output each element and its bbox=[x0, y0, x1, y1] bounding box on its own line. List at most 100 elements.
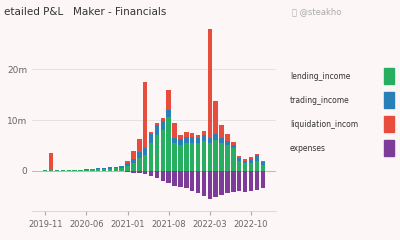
Bar bbox=[114, 167, 118, 168]
Bar bbox=[161, 121, 165, 130]
Bar bbox=[214, 101, 218, 134]
Bar bbox=[137, 139, 142, 152]
Text: trading_income: trading_income bbox=[290, 96, 350, 105]
Bar bbox=[172, 143, 177, 171]
Bar bbox=[196, 138, 200, 143]
Bar bbox=[190, 171, 194, 191]
Bar bbox=[219, 143, 224, 171]
Bar bbox=[108, 169, 112, 171]
Bar bbox=[231, 142, 236, 145]
Bar bbox=[249, 159, 253, 163]
Text: expenses: expenses bbox=[290, 144, 326, 153]
Bar bbox=[149, 134, 153, 143]
Bar bbox=[131, 151, 136, 159]
Bar bbox=[225, 171, 230, 193]
Bar bbox=[125, 161, 130, 163]
Bar bbox=[155, 171, 159, 178]
Bar bbox=[96, 168, 100, 169]
Bar bbox=[143, 148, 147, 156]
Bar bbox=[131, 159, 136, 163]
Bar bbox=[96, 169, 100, 171]
Bar bbox=[243, 161, 247, 163]
Text: liquidation_incom: liquidation_incom bbox=[290, 120, 358, 129]
Bar bbox=[178, 145, 183, 171]
Bar bbox=[202, 141, 206, 171]
Text: lending_income: lending_income bbox=[290, 72, 350, 81]
Bar bbox=[108, 167, 112, 169]
Bar bbox=[208, 143, 212, 171]
Bar bbox=[225, 141, 230, 145]
Bar bbox=[78, 170, 83, 171]
Bar bbox=[166, 90, 171, 110]
Bar bbox=[166, 110, 171, 117]
Bar bbox=[72, 170, 77, 171]
Bar bbox=[249, 157, 253, 159]
Bar bbox=[219, 138, 224, 143]
Bar bbox=[149, 143, 153, 171]
Bar bbox=[237, 171, 242, 191]
Bar bbox=[243, 159, 247, 161]
Bar bbox=[178, 135, 183, 139]
Bar bbox=[166, 171, 171, 183]
Bar bbox=[202, 171, 206, 196]
Bar bbox=[66, 170, 71, 171]
Bar bbox=[190, 143, 194, 171]
Bar bbox=[149, 171, 153, 176]
Bar bbox=[255, 155, 259, 156]
Bar bbox=[43, 170, 48, 171]
Bar bbox=[172, 138, 177, 143]
Bar bbox=[249, 171, 253, 191]
Bar bbox=[237, 158, 242, 161]
Bar bbox=[219, 125, 224, 138]
Bar bbox=[131, 163, 136, 171]
Bar bbox=[161, 171, 165, 181]
Bar bbox=[149, 132, 153, 134]
Bar bbox=[196, 143, 200, 171]
Bar bbox=[184, 171, 188, 188]
Bar bbox=[120, 166, 124, 168]
Bar bbox=[114, 168, 118, 171]
Bar bbox=[260, 162, 265, 165]
Bar bbox=[161, 119, 165, 121]
Bar bbox=[202, 135, 206, 141]
Bar bbox=[260, 165, 265, 171]
Bar bbox=[237, 161, 242, 171]
Bar bbox=[102, 168, 106, 169]
Bar bbox=[208, 171, 212, 198]
Bar bbox=[90, 169, 94, 171]
Bar bbox=[49, 153, 53, 170]
Bar bbox=[208, 6, 212, 138]
Bar bbox=[55, 170, 59, 171]
Bar bbox=[178, 171, 183, 187]
Bar bbox=[225, 134, 230, 141]
Bar bbox=[202, 131, 206, 135]
Bar bbox=[231, 171, 236, 192]
Bar bbox=[155, 123, 159, 125]
Bar bbox=[125, 166, 130, 171]
Bar bbox=[255, 161, 259, 171]
Bar bbox=[231, 148, 236, 171]
Bar bbox=[143, 82, 147, 148]
Bar bbox=[61, 170, 65, 171]
Bar bbox=[84, 170, 89, 171]
Bar bbox=[125, 171, 130, 172]
Bar bbox=[260, 161, 265, 162]
Text: etailed P&L   Maker - Financials: etailed P&L Maker - Financials bbox=[4, 7, 166, 17]
Bar bbox=[49, 170, 53, 171]
Bar bbox=[237, 156, 242, 158]
Bar bbox=[190, 137, 194, 143]
Bar bbox=[172, 123, 177, 138]
Bar bbox=[137, 152, 142, 158]
Bar bbox=[243, 163, 247, 171]
Bar bbox=[225, 145, 230, 171]
Bar bbox=[172, 171, 177, 186]
Bar bbox=[84, 169, 89, 170]
Bar bbox=[219, 171, 224, 195]
Bar bbox=[184, 132, 188, 137]
Bar bbox=[214, 140, 218, 171]
Bar bbox=[143, 156, 147, 171]
Bar bbox=[155, 135, 159, 171]
Bar bbox=[214, 171, 218, 197]
Bar bbox=[125, 163, 130, 166]
Bar bbox=[260, 171, 265, 188]
